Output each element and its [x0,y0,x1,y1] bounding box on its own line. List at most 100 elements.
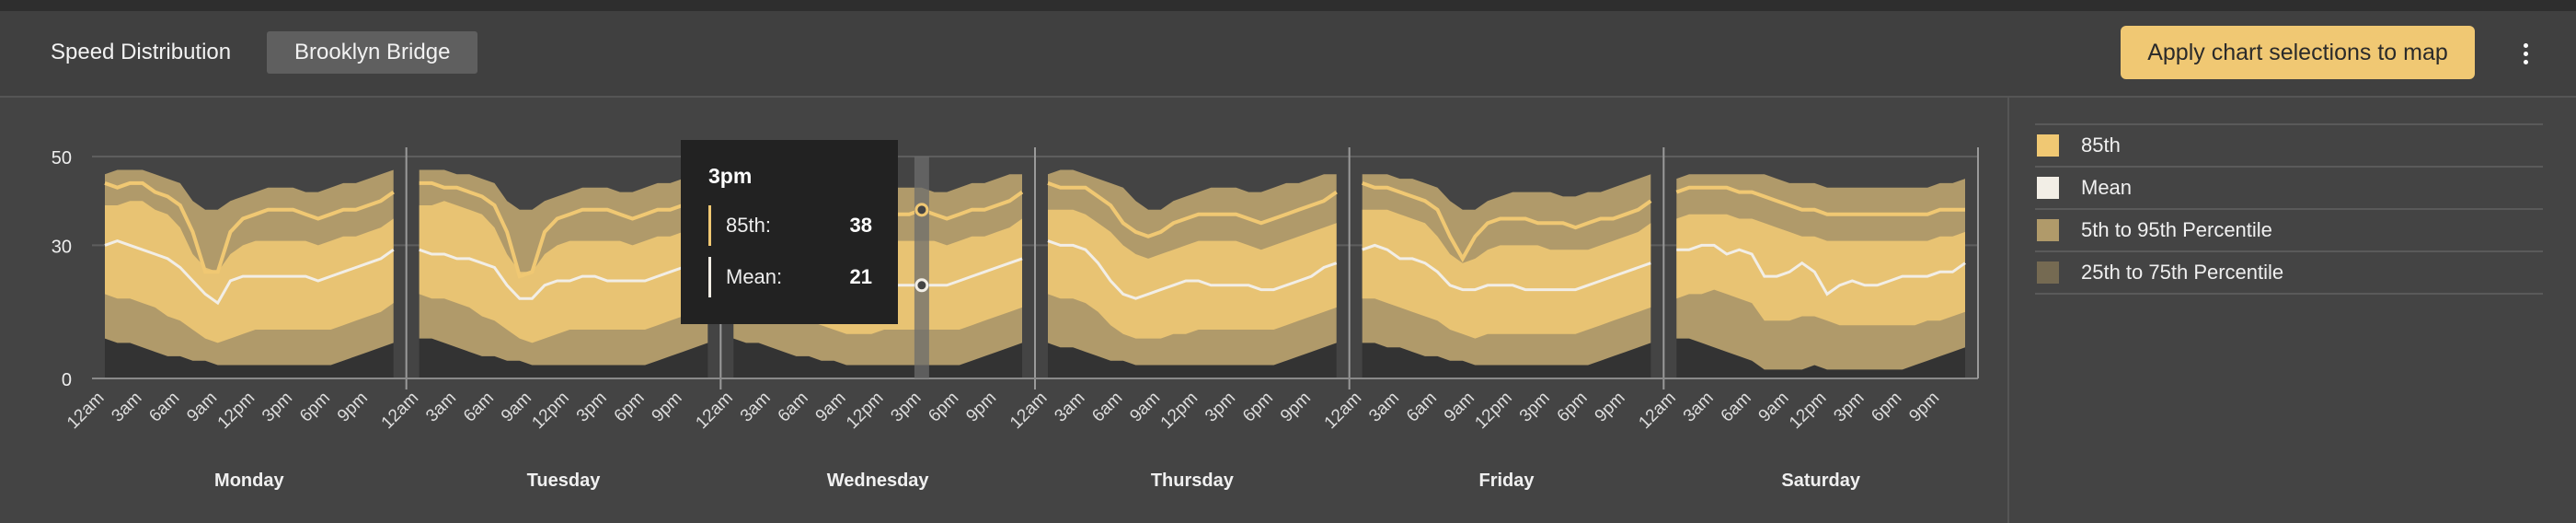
hover-tooltip: 3pm 85th: 38 Mean: 21 [681,140,898,324]
floor-band-thursday [1048,343,1337,378]
x-tick-label: 6pm [925,389,962,426]
day-label-friday: Friday [1478,471,1535,491]
x-tick-label: 9pm [962,389,1000,426]
x-tick-label: 3am [737,389,775,426]
x-tick-label: 12am [1635,389,1679,433]
legend-label-5th-95th: 5th to 95th Percentile [2081,218,2272,241]
hover-column [914,157,929,378]
y-tick-label: 30 [52,237,72,257]
x-tick-label: 3pm [887,389,925,426]
tooltip-title: 3pm [708,164,753,188]
tooltip-mean-value: 21 [849,265,872,288]
tooltip-85th-label: 85th: [726,214,771,237]
legend-label-85th: 85th [2081,134,2121,157]
x-tick-label: 12am [692,389,736,433]
line-mean-thursday [1047,239,1338,300]
tab-speed-distribution[interactable]: Speed Distribution [51,40,232,64]
x-tick-label: 12pm [843,389,887,433]
window-top-strip [0,0,2576,11]
x-tick-label: 3am [108,389,145,426]
day-label-thursday: Thursday [1151,471,1235,491]
apply-chart-selections-button[interactable]: Apply chart selections to map [2121,26,2475,79]
x-tick-label: 12am [1006,389,1051,433]
floor-band-friday [1362,343,1651,378]
more-options-icon[interactable] [2512,35,2539,72]
x-tick-label: 3pm [1830,389,1868,426]
x-tick-label: 9pm [649,389,686,426]
x-tick-label: 3pm [1202,389,1239,426]
x-tick-label: 6am [775,389,812,426]
line-85th-thursday [1047,181,1338,238]
x-tick-label: 3pm [573,389,611,426]
day-label-tuesday: Tuesday [527,471,602,491]
x-tick-label: 3pm [259,389,296,426]
floor-band-wednesday [733,338,1022,378]
day-label-saturday: Saturday [1781,471,1860,491]
legend-item-5th-95th[interactable]: 5th to 95th Percentile [2035,208,2543,250]
band-25-75-thursday [1048,209,1337,339]
tooltip-row-mean: Mean: 21 [708,257,872,297]
legend-swatch-85th [2037,134,2059,157]
x-tick-label: 3am [422,389,460,426]
x-tick-label: 9pm [1277,389,1315,426]
x-tick-label: 6pm [296,389,334,426]
x-tick-label: 6am [460,389,498,426]
x-tick-label: 12am [378,389,422,433]
legend-item-mean[interactable]: Mean [2035,166,2543,208]
line-mean-saturday [1676,243,1966,296]
band-25-75-monday [105,201,394,343]
line-85th-saturday [1675,185,1965,216]
x-tick-label: 6am [1088,389,1126,426]
line-85th-monday [104,180,395,274]
tooltip-mean-marker [708,257,711,297]
legend-swatch-25th-75th [2037,262,2059,284]
x-tick-label: 6pm [1868,389,1905,426]
y-tick-label: 0 [62,370,72,390]
chart-legend: 85th Mean 5th to 95th Percentile 25th to… [2035,123,2543,295]
tooltip-mean-label: Mean: [726,265,783,288]
x-tick-label: 3pm [1516,389,1554,426]
x-tick-label: 12pm [1157,389,1202,433]
tab-location-brooklyn-bridge[interactable]: Brooklyn Bridge [267,31,478,74]
floor-band-tuesday [419,338,708,378]
floor-band-monday [105,338,394,378]
day-label-wednesday: Wednesday [827,471,930,491]
legend-swatch-mean [2037,177,2059,199]
x-tick-label: 6am [145,389,183,426]
legend-swatch-5th-95th [2037,219,2059,241]
floor-band-saturday [1676,338,1965,378]
x-tick-label: 3am [1365,389,1403,426]
x-tick-label: 6pm [611,389,649,426]
hover-point-mean [914,278,929,293]
line-mean-friday [1362,243,1651,292]
tooltip-85th-value: 38 [849,214,872,237]
x-tick-label: 12pm [214,389,259,433]
x-tick-label: 6am [1403,389,1441,426]
x-tick-label: 6pm [1554,389,1592,426]
band-25-75-tuesday [419,201,708,343]
line-85th-friday [1362,181,1652,262]
panel-divider [2007,96,2009,523]
x-tick-label: 12pm [1786,389,1830,433]
x-tick-label: 12am [63,389,108,433]
x-tick-label: 9pm [1592,389,1629,426]
x-tick-label: 3am [1051,389,1088,426]
line-mean-monday [104,239,395,306]
tooltip-row-85th: 85th: 38 [708,205,872,246]
band-25-75-saturday [1676,214,1965,326]
legend-label-mean: Mean [2081,176,2133,199]
x-tick-label: 6am [1718,389,1755,426]
y-tick-label: 50 [52,148,72,169]
x-tick-label: 12pm [1471,389,1515,433]
legend-label-25th-75th: 25th to 75th Percentile [2081,261,2284,284]
tooltip-85th-marker [708,205,711,246]
x-tick-label: 12pm [528,389,572,433]
line-85th-tuesday [419,180,709,279]
line-mean-tuesday [419,248,709,300]
legend-item-25th-75th[interactable]: 25th to 75th Percentile [2035,250,2543,295]
band-25-75-friday [1362,209,1651,339]
x-tick-label: 6pm [1239,389,1277,426]
legend-item-85th[interactable]: 85th [2035,123,2543,166]
x-tick-label: 9pm [334,389,372,426]
